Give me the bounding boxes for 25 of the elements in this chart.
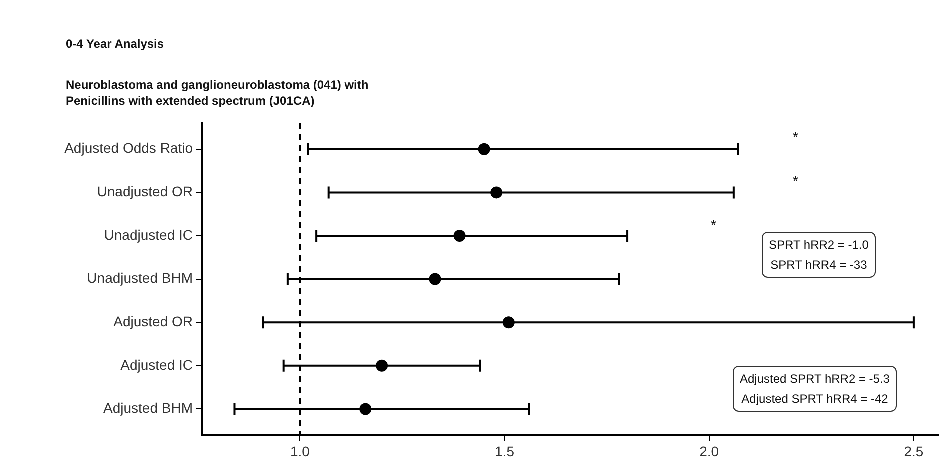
- point: [490, 186, 503, 199]
- point: [360, 403, 372, 416]
- y-tick-label: Adjusted Odds Ratio: [64, 140, 194, 156]
- x-tick-label: 2.0: [700, 443, 720, 460]
- chart-title: 0-4 Year Analysis: [66, 37, 164, 51]
- point: [376, 360, 388, 372]
- y-tick-label: Adjusted BHM: [104, 400, 193, 416]
- point: [429, 273, 442, 286]
- y-tick-label: Adjusted OR: [114, 313, 193, 330]
- annotation: *: [793, 173, 798, 189]
- x-tick-label: 1.5: [495, 443, 515, 460]
- annotation: *: [711, 217, 716, 233]
- annotation: Adjusted SPRT hRR2 = -5.3 Adjusted SPRT hRR4 = -42: [733, 366, 897, 412]
- point: [454, 230, 466, 242]
- annotation: *: [793, 129, 798, 145]
- y-tick-label: Unadjusted IC: [104, 226, 193, 243]
- annotation: SPRT hRR2 = -1.0 SPRT hRR4 = -33: [762, 232, 876, 278]
- x-tick-label: 1.0: [290, 443, 310, 460]
- y-tick-label: Unadjusted BHM: [87, 270, 193, 286]
- y-tick-label: Unadjusted OR: [97, 184, 193, 200]
- point: [478, 143, 490, 156]
- x-tick-label: 2.5: [904, 443, 924, 460]
- y-tick-label: Adjusted IC: [120, 356, 193, 373]
- chart-subtitle: Neuroblastoma and ganglioneuroblastoma (041) with Penicillins with extended spectrum (J01CA): [66, 77, 369, 109]
- point: [502, 316, 515, 329]
